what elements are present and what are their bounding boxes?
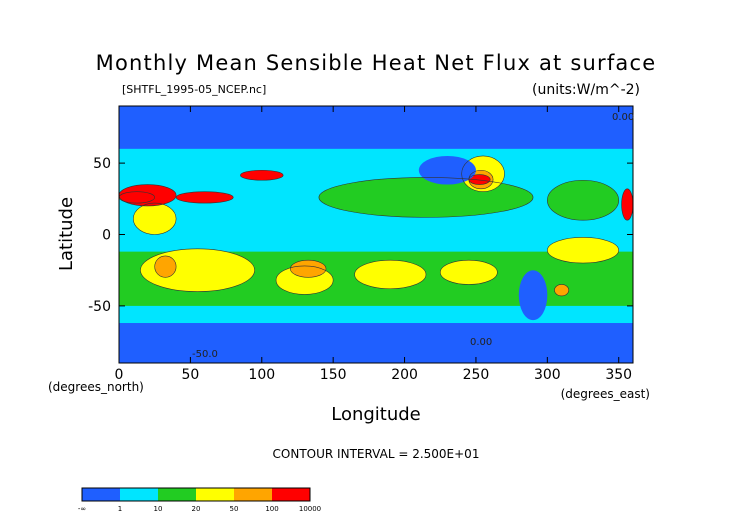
contour-line (290, 259, 327, 278)
colorbar-label: 50 (230, 505, 239, 513)
flux-region (119, 184, 177, 206)
x-unit-label: (degrees_east) (561, 387, 650, 401)
contour-line (154, 255, 177, 278)
flux-region (518, 270, 548, 321)
x-tick-label: 0 (115, 367, 124, 383)
colorbar-swatch (82, 488, 120, 501)
flux-region (621, 188, 633, 221)
contour-interval: CONTOUR INTERVAL = 2.500E+01 (273, 447, 480, 461)
flux-region (554, 284, 569, 296)
contour-line (275, 265, 334, 295)
units-label: (units:W/m^-2) (532, 82, 640, 98)
plot-area (118, 105, 634, 364)
chart-title: Monthly Mean Sensible Heat Net Flux at s… (96, 51, 657, 75)
contour-lines (118, 155, 634, 297)
y-tick-label: 0 (102, 228, 111, 244)
colorbar (81, 487, 311, 502)
contour-line (318, 177, 534, 218)
contour-label: 0.00 (612, 112, 634, 123)
colorbar-label: 20 (192, 505, 201, 513)
contour-label: -50.0 (192, 349, 218, 360)
flux-region (133, 203, 177, 235)
contour-line (140, 248, 255, 292)
flux-region (354, 260, 426, 289)
y-axis-ticks: 50 0 -50 (88, 156, 633, 315)
y-axis-label: Latitude (56, 197, 77, 271)
contour-line (547, 237, 620, 264)
x-tick-label: 250 (463, 367, 490, 383)
contour-line (240, 169, 284, 181)
contour-labels: 0.00 0.00 -50.0 (192, 112, 634, 360)
flux-regions (119, 106, 633, 363)
x-tick-label: 150 (320, 367, 347, 383)
file-label: [SHTFL_1995-05_NCEP.nc] (122, 83, 266, 96)
contour-line (354, 259, 427, 290)
x-tick-label: 100 (248, 367, 275, 383)
flux-region (468, 174, 491, 185)
flux-region (176, 191, 234, 204)
colorbar-swatch (158, 488, 196, 501)
x-tick-label: 300 (534, 367, 561, 383)
colorbar-label: 1 (118, 505, 122, 513)
flux-region (119, 106, 633, 149)
x-tick-label: 50 (181, 367, 199, 383)
colorbar-labels: -∞ 1 10 20 50 100 10000 (78, 505, 321, 513)
flux-region (418, 155, 476, 185)
colorbar-label: 10000 (299, 505, 321, 513)
x-axis-label: Longitude (331, 404, 421, 425)
colorbar-label: 10 (154, 505, 163, 513)
x-tick-label: 350 (605, 367, 632, 383)
colorbar-frame (81, 487, 311, 502)
colorbar-label: -∞ (78, 505, 86, 513)
colorbar-swatch (120, 488, 158, 501)
contour-line (461, 155, 505, 192)
contour-label: 0.00 (470, 337, 492, 348)
flux-region (154, 255, 177, 278)
contour-line (132, 202, 177, 235)
flux-region (290, 260, 327, 278)
colorbar-label: 100 (265, 505, 278, 513)
contour-line (554, 284, 570, 297)
flux-region (440, 260, 498, 285)
x-axis-ticks: 0 50 100 150 200 250 300 350 (115, 106, 632, 383)
y-tick-label: 50 (93, 156, 111, 172)
colorbar-swatch (234, 488, 272, 501)
colorbar-swatch (272, 488, 310, 501)
y-tick-label: -50 (88, 299, 111, 315)
colorbar-swatch (196, 488, 234, 501)
flux-region (547, 237, 619, 264)
flux-region (547, 180, 619, 221)
flux-region (240, 170, 284, 181)
contour-line (175, 191, 234, 204)
contour-line (547, 179, 620, 221)
y-unit-label: (degrees_north) (48, 380, 144, 394)
contour-line (468, 174, 491, 185)
flux-region (119, 323, 633, 363)
x-tick-label: 200 (391, 367, 418, 383)
contour-line (439, 259, 498, 285)
